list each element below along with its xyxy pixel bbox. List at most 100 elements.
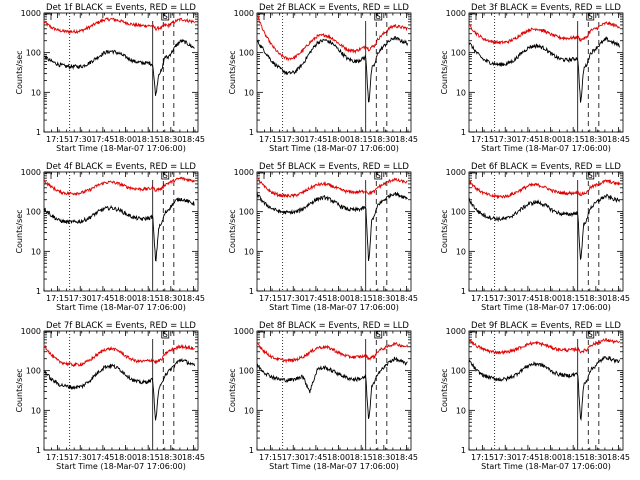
y-tick-label: 10 (244, 406, 254, 415)
x-tick-label: 18:00 (539, 135, 562, 144)
x-tick-label: 18:15 (562, 135, 585, 144)
flag-box-label: S (163, 330, 168, 339)
x-tick-label: 17:45 (516, 453, 539, 462)
x-tick-label: 17:30 (494, 453, 517, 462)
x-tick-label: 17:45 (304, 453, 327, 462)
y-tick-label: 1 (36, 287, 41, 296)
flag-box (161, 171, 170, 180)
flag-box-label: S (588, 330, 593, 339)
lld-series-line (468, 338, 620, 355)
y-tick-label: 1 (36, 128, 41, 137)
lld-series-line (256, 15, 408, 62)
x-tick-label: 17:15 (471, 453, 494, 462)
x-tick-label: 17:30 (69, 294, 92, 303)
x-axis-label: Start Time (18-Mar-07 17:06:00) (56, 303, 186, 312)
x-tick-label: 17:30 (494, 294, 517, 303)
x-tick-label: 17:15 (259, 453, 282, 462)
corner-flag (45, 13, 52, 20)
y-tick-label: 1000 (234, 168, 254, 177)
x-tick-label: 18:30 (159, 294, 182, 303)
x-tick-label: 17:45 (304, 294, 327, 303)
panel-title: Det 8f BLACK = Events, RED = LLD (259, 321, 409, 331)
x-tick-label: 18:15 (562, 453, 585, 462)
x-tick-label: 17:45 (91, 135, 114, 144)
x-tick-label: 17:15 (471, 135, 494, 144)
y-tick-label: 10 (456, 247, 466, 256)
x-tick-label: 18:00 (114, 453, 137, 462)
corner-flag (45, 331, 52, 338)
x-tick-label: 18:45 (395, 294, 418, 303)
x-tick-label: 18:00 (539, 294, 562, 303)
plot-frame (256, 171, 412, 292)
flag-box-label: S (376, 330, 381, 339)
events-series-line (43, 197, 195, 262)
y-tick-label: 100 (239, 208, 254, 217)
panel-7: Det 7f BLACK = Events, RED = LLD 1 10 100 10… (15, 321, 205, 471)
plot-frame (468, 171, 624, 292)
x-tick-label: 17:30 (69, 135, 92, 144)
flag-box (586, 12, 595, 21)
x-axis-label: Start Time (18-Mar-07 17:06:00) (56, 144, 186, 153)
x-tick-label: 17:15 (46, 453, 69, 462)
y-tick-label: 100 (451, 208, 466, 217)
plot-frame (43, 12, 199, 133)
events-series-line (256, 191, 408, 261)
y-tick-label: 10 (31, 88, 41, 97)
x-tick-label: 18:45 (182, 135, 205, 144)
x-tick-label: 18:15 (562, 294, 585, 303)
x-tick-label: 17:15 (471, 294, 494, 303)
x-tick-label: 18:45 (395, 135, 418, 144)
y-tick-label: 1000 (21, 9, 41, 18)
panel-8: Det 8f BLACK = Events, RED = LLD 1 10 100 10… (228, 321, 418, 471)
x-tick-label: 18:30 (159, 135, 182, 144)
panel-3: Det 3f BLACK = Events, RED = LLD 1 10 100 10… (440, 3, 630, 153)
corner-flag (258, 13, 265, 20)
flag-box-label: S (588, 171, 593, 180)
x-axis-label: Start Time (18-Mar-07 17:06:00) (481, 462, 611, 471)
events-series-line (43, 38, 195, 96)
events-series-line (256, 35, 409, 103)
corner-flag (45, 172, 52, 179)
x-tick-label: 17:15 (259, 135, 282, 144)
x-tick-label: 18:45 (607, 294, 630, 303)
panel-title: Det 6f BLACK = Events, RED = LLD (471, 162, 621, 172)
y-tick-label: 100 (451, 367, 466, 376)
panel-title: Det 7f BLACK = Events, RED = LLD (46, 321, 196, 331)
events-series-line (468, 36, 621, 103)
y-tick-label: 1 (249, 287, 254, 296)
x-tick-label: 18:30 (372, 294, 395, 303)
flag-box (161, 330, 170, 339)
y-axis-label: Counts/sec (440, 368, 449, 412)
x-tick-label: 18:00 (539, 453, 562, 462)
flag-box (374, 12, 383, 21)
y-axis-label: Counts/sec (15, 368, 24, 412)
y-tick-label: 100 (26, 49, 41, 58)
flag-box (161, 12, 170, 21)
y-axis-label: Counts/sec (228, 209, 237, 253)
y-tick-label: 1000 (234, 327, 254, 336)
x-tick-label: 17:30 (69, 453, 92, 462)
x-tick-label: 18:45 (607, 453, 630, 462)
y-tick-label: 1000 (446, 9, 466, 18)
events-series-line (256, 356, 408, 419)
events-series-line (468, 355, 621, 422)
plot-frame (43, 330, 199, 451)
lld-series-line (468, 20, 621, 46)
x-tick-label: 17:45 (91, 453, 114, 462)
y-tick-label: 1000 (446, 327, 466, 336)
x-axis-label: Start Time (18-Mar-07 17:06:00) (481, 144, 611, 153)
corner-flag (258, 331, 265, 338)
y-tick-label: 1000 (21, 168, 41, 177)
corner-flag (470, 13, 477, 20)
flag-box (586, 171, 595, 180)
flag-box (374, 171, 383, 180)
x-tick-label: 17:45 (516, 135, 539, 144)
events-series-line (43, 357, 196, 421)
panel-title: Det 1f BLACK = Events, RED = LLD (46, 3, 196, 13)
y-axis-label: Counts/sec (228, 368, 237, 412)
x-tick-label: 18:15 (137, 453, 160, 462)
lld-series-line (43, 343, 195, 368)
y-tick-label: 10 (31, 247, 41, 256)
plot-frame (43, 171, 199, 292)
